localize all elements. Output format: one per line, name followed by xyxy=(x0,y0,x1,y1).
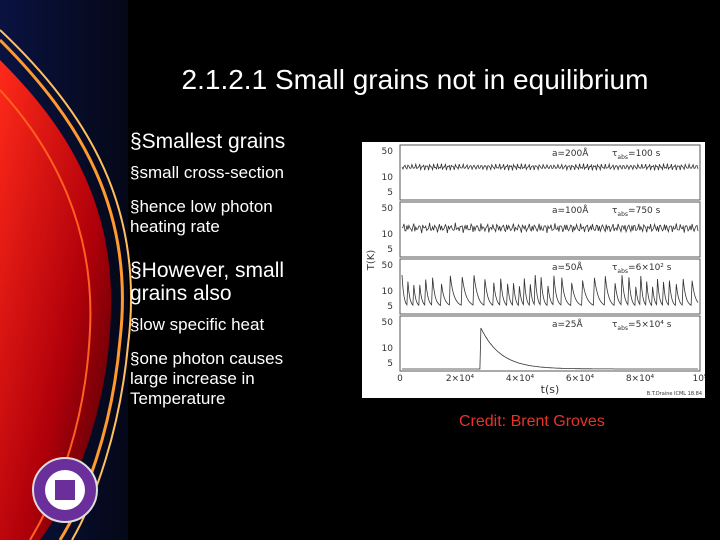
x-tick-label: 4×10⁴ xyxy=(506,374,535,384)
figure-footer: B.T.Draine ICML 18.84 xyxy=(647,391,702,397)
sub-bullet: §hence low photon heating rate xyxy=(130,197,273,236)
y-tick-label: 5 xyxy=(387,359,393,369)
x-tick-label: 0 xyxy=(397,374,403,384)
panel-frame xyxy=(399,258,701,315)
tau-symbol: τ xyxy=(612,206,617,216)
x-tick-label: 6×10⁴ xyxy=(566,374,595,384)
y-axis-label: T(K) xyxy=(366,250,377,272)
panel-size-label: a=100Å xyxy=(552,204,589,216)
y-tick-label: 50 xyxy=(382,318,394,328)
x-tick-label: 2×10⁴ xyxy=(446,374,475,384)
y-tick-label: 50 xyxy=(382,147,394,157)
trace xyxy=(401,274,699,307)
slide-title: 2.1.2.1 Small grains not in equilibrium xyxy=(181,64,649,95)
tau-subscript: abs xyxy=(617,154,628,161)
y-tick-label: 50 xyxy=(382,204,394,214)
sub-bullet: §low specific heat xyxy=(130,315,265,334)
panel-frame xyxy=(399,315,701,372)
panel-tau-label: τabs=100 s xyxy=(612,149,661,161)
y-tick-label: 5 xyxy=(387,245,393,255)
tau-symbol: τ xyxy=(612,320,617,330)
sub-bullet: §one photon causes large increase in Tem… xyxy=(130,349,284,408)
panel-tau-label: τabs=5×10⁴ s xyxy=(612,320,672,332)
tau-subscript: abs xyxy=(617,325,628,332)
credit: Credit: Brent Groves xyxy=(459,413,605,430)
y-tick-label: 10 xyxy=(382,344,394,354)
x-tick-label: 10⁵ xyxy=(692,374,705,384)
panel-size-label: a=25Å xyxy=(552,318,584,330)
y-tick-label: 10 xyxy=(382,173,394,183)
tau-value: =5×10⁴ s xyxy=(628,320,672,330)
x-tick-label: 8×10⁴ xyxy=(626,374,655,384)
tau-symbol: τ xyxy=(612,149,617,159)
panel-tau-label: τabs=750 s xyxy=(612,206,661,218)
panel-size-label: a=200Å xyxy=(552,147,589,159)
bullet-list: §Smallest grains §small cross-section §hen… xyxy=(130,130,320,423)
panel-size-label: a=50Å xyxy=(552,261,584,273)
tau-value: =100 s xyxy=(628,149,661,159)
tau-subscript: abs xyxy=(617,268,628,275)
tau-symbol: τ xyxy=(612,263,617,273)
y-tick-label: 5 xyxy=(387,188,393,198)
x-axis-label: t(s) xyxy=(541,383,560,396)
y-tick-label: 50 xyxy=(382,261,394,271)
tau-subscript: abs xyxy=(617,211,628,218)
y-tick-label: 10 xyxy=(382,230,394,240)
panel-frame xyxy=(399,201,701,258)
sub-bullet: §small cross-section xyxy=(130,163,284,182)
trace xyxy=(401,162,699,172)
trace xyxy=(402,327,698,370)
panel-frame xyxy=(399,144,701,201)
trace xyxy=(401,222,699,234)
tau-value: =6×10² s xyxy=(628,263,672,273)
y-tick-label: 10 xyxy=(382,287,394,297)
tau-value: =750 s xyxy=(628,206,661,216)
y-tick-label: 5 xyxy=(387,302,393,312)
bullet: §However, small grains also xyxy=(130,259,285,305)
panel-tau-label: τabs=6×10² s xyxy=(612,263,672,275)
bullet: §Smallest grains xyxy=(130,130,286,153)
